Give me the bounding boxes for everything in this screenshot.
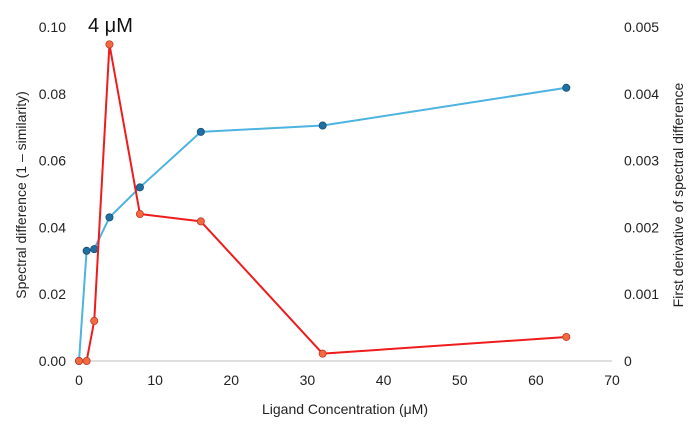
y-left-tick-label: 0.06 [39, 153, 66, 169]
series-2-line [79, 43, 567, 362]
y-left-tick-label: 0.10 [39, 19, 66, 35]
series-1-point [135, 183, 144, 192]
x-tick-label: 40 [376, 372, 392, 388]
y-right-tick-label: 0 [624, 353, 632, 369]
y-right-tick-label: 0.001 [624, 286, 659, 302]
y-axis-left-title: Spectral difference (1 – similarity) [13, 91, 29, 298]
text-layer: Ligand Concentration (μM) Spectral diffe… [13, 15, 686, 417]
annotation-4um: 4 μM [88, 15, 133, 37]
x-tick-label: 60 [528, 372, 544, 388]
series-2-point [196, 217, 205, 226]
series-2-point [75, 356, 84, 365]
series-1-point [105, 213, 114, 222]
series-1-point [196, 127, 205, 136]
series-1-point [562, 83, 571, 92]
y-axis-right-title: First derivative of spectral difference [670, 82, 686, 307]
y-right-tick-label: 0.002 [624, 219, 659, 235]
x-tick-label: 20 [223, 372, 239, 388]
x-tick-label: 50 [452, 372, 468, 388]
y-left-tick-label: 0.04 [39, 219, 66, 235]
y-left-tick-label: 0.00 [39, 353, 66, 369]
series-2-point [318, 349, 327, 358]
series-layer [75, 40, 571, 365]
y-left-tick-label: 0.02 [39, 286, 66, 302]
series-2-point [90, 316, 99, 325]
series-1-point [82, 246, 91, 255]
series-2-point [82, 356, 91, 365]
y-right-tick-label: 0.005 [624, 19, 659, 35]
series-2-point [135, 210, 144, 219]
series-1-point [90, 245, 99, 254]
y-left-tick-label: 0.08 [39, 86, 66, 102]
series-2-point [562, 332, 571, 341]
x-axis-title: Ligand Concentration (μM) [262, 401, 428, 417]
x-tick-label: 70 [604, 372, 620, 388]
series-1-point [318, 121, 327, 130]
ticks-layer: 0 10 20 30 40 50 60 70 0.00 0.02 0.04 0.06 0.08 0.10 0… [39, 19, 659, 388]
x-tick-label: 0 [75, 372, 83, 388]
x-tick-label: 30 [300, 372, 316, 388]
y-right-tick-label: 0.003 [624, 153, 659, 169]
x-tick-label: 10 [147, 372, 163, 388]
y-right-tick-label: 0.004 [624, 86, 659, 102]
series-2-point [105, 40, 114, 49]
